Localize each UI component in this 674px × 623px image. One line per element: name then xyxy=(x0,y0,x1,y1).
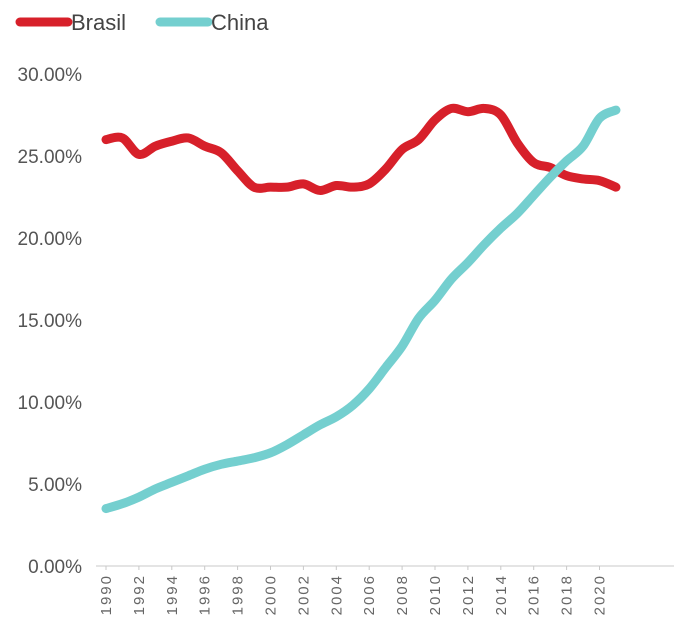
y-tick-label: 10.00% xyxy=(18,393,83,414)
x-tick-label: 2020 xyxy=(592,574,609,615)
y-tick-label: 0.00% xyxy=(28,557,82,578)
y-tick-label: 30.00% xyxy=(18,65,83,86)
series-lines xyxy=(101,103,621,514)
legend: Brasil China xyxy=(15,10,269,35)
y-tick-label: 25.00% xyxy=(18,147,83,168)
x-tick-label: 2016 xyxy=(526,574,543,615)
y-tick-label: 5.00% xyxy=(28,475,82,496)
x-tick-label: 2012 xyxy=(460,574,477,615)
x-tick-label: 2018 xyxy=(559,574,576,615)
x-tick-label: 1994 xyxy=(164,574,181,615)
legend-label-china: China xyxy=(211,10,269,35)
x-tick-label: 2000 xyxy=(263,574,280,615)
x-tick-label: 2002 xyxy=(295,574,312,615)
x-tick-label: 2010 xyxy=(427,574,444,615)
x-tick-label: 1992 xyxy=(131,574,148,615)
series-line-china xyxy=(101,105,621,514)
series-line-brasil xyxy=(101,103,621,195)
x-tick-label: 1998 xyxy=(230,574,247,615)
x-tick-label: 2014 xyxy=(493,574,510,615)
x-tick-label: 1990 xyxy=(98,574,115,615)
y-tick-label: 15.00% xyxy=(18,311,83,332)
legend-label-brasil: Brasil xyxy=(71,10,126,35)
x-tick-label: 2004 xyxy=(328,574,345,615)
x-tick-label: 2008 xyxy=(394,574,411,615)
y-axis-ticks: 0.00% 5.00% 10.00% 15.00% 20.00% 25.00% 30.00% xyxy=(18,65,83,578)
x-axis-ticks: 1990 1992 1994 1996 1998 2000 2002 2004 2006 2008… xyxy=(98,566,609,615)
y-tick-label: 20.00% xyxy=(18,229,83,250)
x-tick-label: 1996 xyxy=(197,574,214,615)
x-tick-label: 2006 xyxy=(361,574,378,615)
